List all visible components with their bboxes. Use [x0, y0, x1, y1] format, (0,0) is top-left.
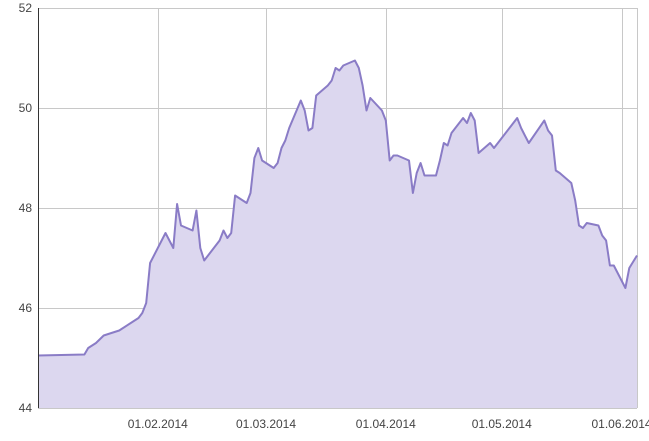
y-tick-label: 44 [19, 401, 33, 415]
y-tick-labels: 44 46 48 50 52 [19, 1, 33, 415]
x-tick-label: 01.04.2014 [356, 417, 416, 431]
y-tick-label: 52 [19, 1, 33, 15]
x-tick-label: 01.06.2014 [592, 417, 649, 431]
y-tick-label: 48 [19, 201, 33, 215]
y-tick-label: 46 [19, 301, 33, 315]
series-line [37, 59, 638, 357]
x-tick-label: 01.05.2014 [472, 417, 532, 431]
y-tick-label: 50 [19, 101, 33, 115]
x-tick-labels: 01.02.2014 01.03.2014 01.04.2014 01.05.2014… [128, 417, 649, 431]
x-tick-label: 01.03.2014 [236, 417, 296, 431]
area-fill [38, 60, 637, 408]
x-tick-label: 01.02.2014 [128, 417, 188, 431]
